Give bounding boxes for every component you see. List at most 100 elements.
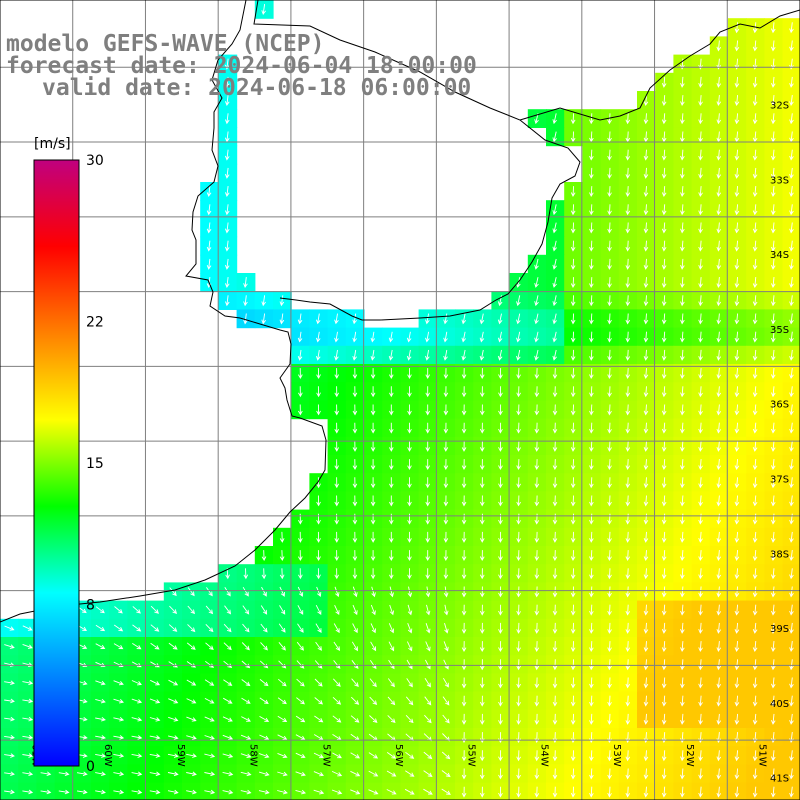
- wind-arrow: [516, 531, 521, 543]
- wind-arrow: [261, 4, 266, 16]
- wind-arrow: [370, 604, 376, 616]
- wind-arrow: [351, 641, 358, 652]
- wind-arrow: [752, 659, 758, 671]
- coastline-north: [519, 9, 800, 121]
- wind-arrow: [625, 568, 631, 580]
- wind-arrow: [643, 295, 649, 307]
- wind-arrow: [680, 422, 685, 434]
- wind-arrow: [260, 642, 268, 651]
- wind-arrow: [461, 604, 467, 616]
- wind-arrow: [370, 404, 376, 416]
- wind-arrow: [698, 313, 703, 325]
- wind-arrow: [552, 349, 557, 361]
- wind-arrow: [607, 695, 612, 707]
- wind-arrow: [552, 750, 558, 762]
- wind-arrow: [716, 331, 722, 343]
- wind-arrow: [552, 713, 558, 725]
- wind-arrow: [261, 550, 267, 562]
- wind-arrow: [680, 531, 685, 543]
- wind-arrow: [149, 735, 161, 740]
- wind-arrow: [734, 277, 740, 289]
- wind-arrow: [770, 258, 776, 270]
- wind-arrow: [370, 422, 376, 434]
- wind-arrow: [461, 349, 467, 361]
- wind-arrow: [589, 186, 594, 198]
- wind-arrow: [479, 513, 485, 525]
- wind-arrow: [277, 771, 288, 777]
- wind-arrow: [789, 531, 794, 543]
- wind-arrow: [752, 131, 758, 143]
- wind-arrow: [389, 495, 394, 507]
- wind-arrow: [589, 222, 594, 234]
- wind-arrow: [443, 459, 449, 471]
- wind-arrow: [224, 131, 230, 143]
- wind-arrow: [698, 786, 703, 798]
- wind-arrow: [113, 680, 124, 686]
- wind-arrow: [661, 513, 667, 525]
- wind-arrow: [240, 734, 252, 740]
- wind-arrow: [534, 477, 540, 489]
- wind-arrow: [716, 295, 722, 307]
- wind-arrow: [625, 331, 631, 343]
- wind-arrow: [334, 386, 340, 398]
- wind-arrow: [734, 186, 740, 198]
- wind-arrow: [643, 550, 649, 562]
- wind-arrow: [607, 677, 612, 689]
- wind-arrow: [661, 622, 667, 634]
- wind-arrow: [661, 204, 667, 216]
- wind-arrow: [570, 513, 576, 525]
- wind-arrow: [241, 642, 250, 651]
- wind-arrow: [680, 622, 685, 634]
- wind-arrow: [716, 459, 722, 471]
- wind-arrow: [260, 623, 268, 633]
- wind-arrow: [443, 477, 449, 489]
- wind-arrow: [789, 258, 794, 270]
- wind-arrow: [224, 167, 230, 179]
- wind-arrow: [352, 477, 358, 489]
- wind-arrow: [461, 659, 467, 671]
- wind-arrow: [316, 368, 321, 380]
- wind-arrow: [206, 204, 212, 216]
- wind-arrow: [589, 550, 594, 562]
- wind-arrow: [4, 735, 15, 740]
- wind-arrow: [770, 331, 776, 343]
- wind-arrow: [661, 422, 667, 434]
- wind-arrow: [661, 568, 667, 580]
- wind-arrow: [789, 568, 794, 580]
- wind-arrow: [461, 768, 467, 780]
- wind-arrow: [224, 95, 230, 107]
- wind-arrow: [441, 751, 451, 760]
- wind-arrow: [589, 368, 594, 380]
- wind-arrow: [643, 113, 649, 125]
- wind-arrow: [168, 624, 178, 632]
- wind-arrow: [259, 697, 269, 705]
- wind-arrow: [734, 641, 740, 653]
- wind-arrow: [443, 313, 448, 325]
- wind-arrow: [607, 750, 612, 762]
- wind-arrow: [570, 349, 576, 361]
- wind-arrow: [552, 277, 557, 288]
- wind-arrow: [388, 349, 394, 361]
- wind-arrow: [770, 113, 776, 125]
- wind-arrow: [661, 713, 667, 725]
- wind-arrow: [223, 642, 232, 651]
- wind-arrow: [680, 513, 685, 525]
- wind-arrow: [570, 295, 576, 307]
- longitude-label: 51W: [757, 744, 768, 767]
- wind-arrow: [607, 349, 612, 361]
- wind-arrow: [698, 277, 703, 289]
- wind-arrow: [461, 550, 467, 562]
- wind-arrow: [113, 771, 125, 777]
- wind-arrow: [589, 295, 594, 307]
- wind-arrow: [789, 76, 794, 88]
- wind-arrow: [223, 623, 232, 633]
- wind-arrow: [516, 295, 521, 307]
- wind-arrow: [132, 606, 141, 614]
- wind-arrow: [297, 586, 304, 597]
- wind-arrow: [698, 550, 703, 562]
- wind-arrow: [661, 550, 667, 562]
- wind-arrow: [734, 568, 740, 580]
- wind-arrow: [607, 331, 612, 343]
- wind-arrow: [516, 495, 521, 507]
